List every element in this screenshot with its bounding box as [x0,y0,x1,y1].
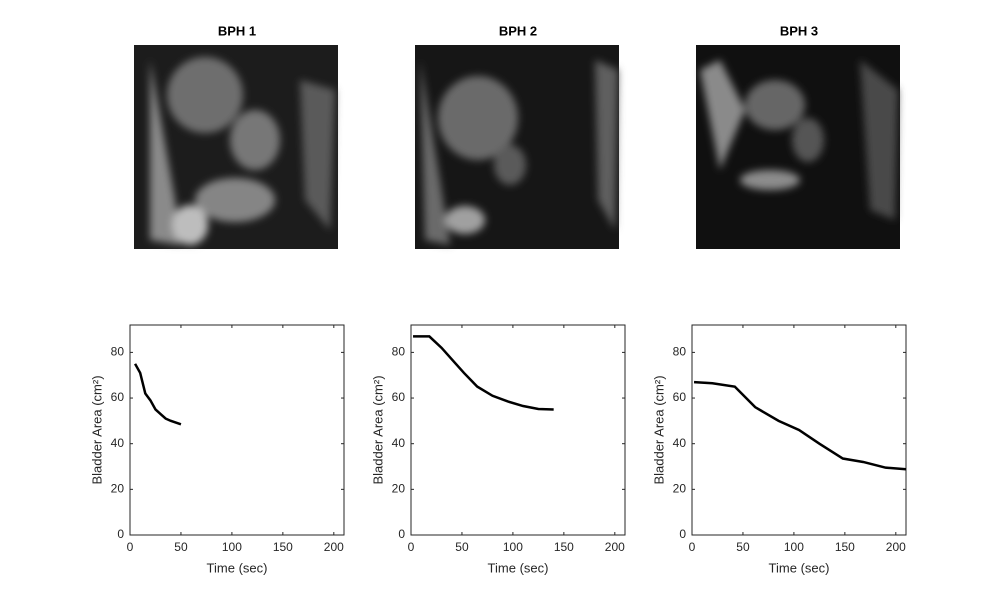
x-tick-label: 200 [886,540,906,554]
y-tick-label: 60 [392,390,406,404]
x-tick-label: 200 [605,540,625,554]
y-tick-label: 80 [392,345,406,359]
data-line [693,380,907,471]
x-axis-label: Time (sec) [769,560,830,575]
x-axis-label: Time (sec) [207,560,268,575]
x-tick-label: 100 [784,540,804,554]
y-tick-label: 60 [111,390,125,404]
x-tick-label: 100 [503,540,523,554]
y-tick-label: 0 [117,527,124,541]
y-tick-label: 40 [673,436,687,450]
axes-box [410,324,626,536]
y-tick-label: 0 [398,527,405,541]
chart-title: BPH 1 [218,23,256,38]
y-tick-label: 40 [392,436,406,450]
x-tick-label: 0 [127,540,134,554]
chart-title: BPH 2 [499,23,537,38]
x-tick-label: 150 [273,540,293,554]
x-tick-label: 50 [736,540,750,554]
y-tick-label: 60 [673,390,687,404]
axes-box [129,324,345,536]
x-tick-label: 50 [455,540,469,554]
chart-title: BPH 3 [780,23,818,38]
y-tick-label: 40 [111,436,125,450]
y-tick-label: 20 [673,482,687,496]
x-tick-label: 150 [835,540,855,554]
x-tick-label: 0 [689,540,696,554]
data-line [134,363,182,426]
mri-image [696,45,900,249]
x-tick-label: 150 [554,540,574,554]
y-tick-label: 80 [673,345,687,359]
data-line [413,335,554,411]
y-tick-label: 80 [111,345,125,359]
x-tick-label: 200 [324,540,344,554]
x-axis-label: Time (sec) [488,560,549,575]
y-axis-label: Bladder Area (cm²) [370,375,385,484]
mri-image [415,45,619,249]
y-tick-label: 20 [111,482,125,496]
y-axis-label: Bladder Area (cm²) [651,375,666,484]
y-tick-label: 20 [392,482,406,496]
y-tick-label: 0 [679,527,686,541]
x-tick-label: 0 [408,540,415,554]
x-tick-label: 100 [222,540,242,554]
axes-box [691,324,907,536]
mri-image [134,45,338,249]
y-axis-label: Bladder Area (cm²) [89,375,104,484]
x-tick-label: 50 [174,540,188,554]
